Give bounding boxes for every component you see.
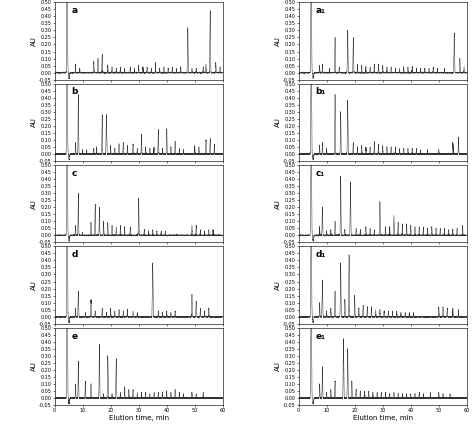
Y-axis label: AU: AU bbox=[274, 199, 281, 208]
Text: a₁: a₁ bbox=[315, 6, 326, 15]
Y-axis label: AU: AU bbox=[274, 280, 281, 290]
Y-axis label: AU: AU bbox=[31, 280, 36, 290]
Y-axis label: AU: AU bbox=[274, 117, 281, 127]
Y-axis label: AU: AU bbox=[31, 36, 36, 46]
Text: a: a bbox=[72, 6, 77, 15]
Y-axis label: AU: AU bbox=[31, 117, 36, 127]
Text: e: e bbox=[72, 332, 77, 340]
X-axis label: Elution time, min: Elution time, min bbox=[353, 415, 413, 421]
Text: c: c bbox=[72, 169, 77, 178]
Y-axis label: AU: AU bbox=[31, 361, 36, 371]
Text: b₁: b₁ bbox=[315, 88, 326, 96]
X-axis label: Elution time, min: Elution time, min bbox=[109, 415, 169, 421]
Text: d₁: d₁ bbox=[315, 250, 326, 259]
Y-axis label: AU: AU bbox=[274, 361, 281, 371]
Y-axis label: AU: AU bbox=[274, 36, 281, 46]
Text: c₁: c₁ bbox=[315, 169, 325, 178]
Text: e₁: e₁ bbox=[315, 332, 326, 340]
Text: b: b bbox=[72, 88, 78, 96]
Text: d: d bbox=[72, 250, 78, 259]
Y-axis label: AU: AU bbox=[31, 199, 36, 208]
